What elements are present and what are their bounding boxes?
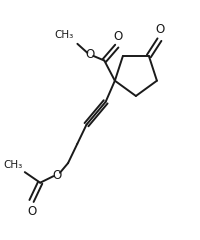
Text: O: O bbox=[27, 205, 36, 218]
Text: O: O bbox=[156, 23, 165, 36]
Text: CH₃: CH₃ bbox=[54, 30, 74, 40]
Text: CH₃: CH₃ bbox=[3, 160, 22, 170]
Text: O: O bbox=[52, 168, 61, 181]
Text: O: O bbox=[113, 30, 122, 43]
Text: O: O bbox=[85, 48, 95, 61]
